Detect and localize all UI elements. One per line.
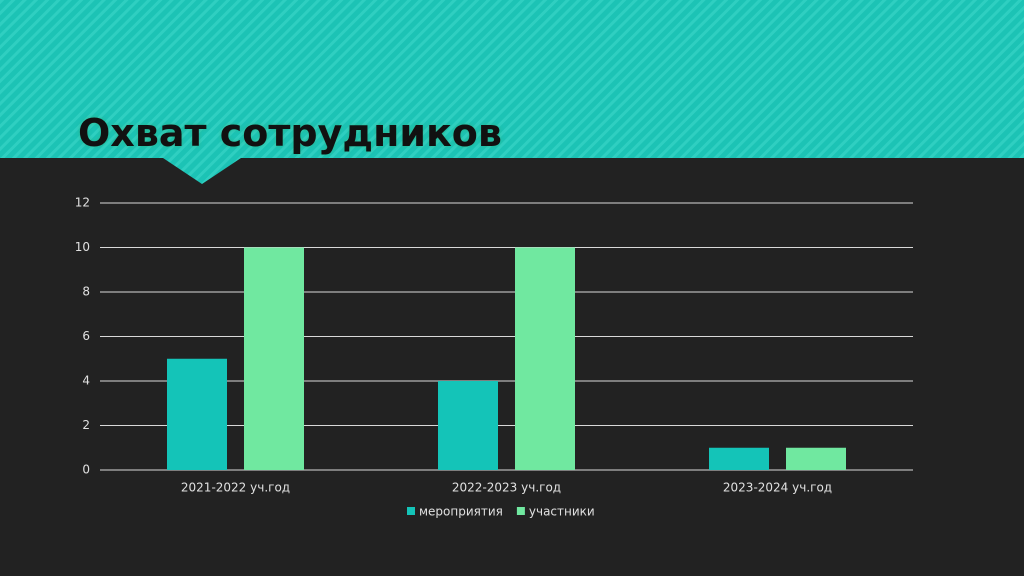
x-tick-label: 2022-2023 уч.год xyxy=(452,481,561,495)
y-tick-label: 12 xyxy=(75,196,90,210)
bar xyxy=(709,447,769,470)
bar xyxy=(438,381,498,470)
bar xyxy=(167,358,227,470)
legend-swatch xyxy=(407,507,415,515)
x-tick-label: 2021-2022 уч.год xyxy=(181,481,290,495)
y-tick-label: 0 xyxy=(82,463,90,477)
y-tick-label: 10 xyxy=(75,240,90,254)
title-shadow: Охват сотрудников xyxy=(78,111,502,155)
legend-label: мероприятия xyxy=(419,505,503,519)
y-tick-label: 8 xyxy=(82,285,90,299)
bar xyxy=(515,247,575,470)
bar xyxy=(244,247,304,470)
legend-label: участники xyxy=(529,505,595,519)
header-notch xyxy=(163,158,241,184)
y-tick-label: 6 xyxy=(82,329,90,343)
y-tick-label: 4 xyxy=(82,374,90,388)
x-tick-label: 2023-2024 уч.год xyxy=(723,481,832,495)
y-tick-label: 2 xyxy=(82,418,90,432)
bar xyxy=(786,447,846,470)
legend-swatch xyxy=(516,507,525,515)
header-band xyxy=(0,0,1024,158)
chart-title: Охват сотрудников xyxy=(78,111,502,155)
